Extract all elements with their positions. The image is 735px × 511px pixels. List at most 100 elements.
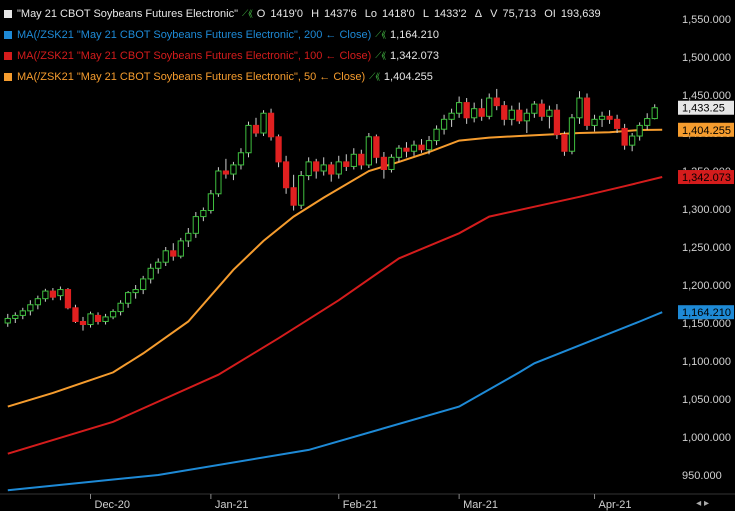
legend-main[interactable]: "May 21 CBOT Soybeans Futures Electronic… — [4, 3, 606, 24]
y-tick-label: 1,200.000 — [682, 280, 731, 292]
candle-body — [508, 109, 515, 120]
candle — [290, 174, 297, 211]
candle — [298, 171, 305, 209]
candle — [448, 108, 455, 127]
open-value: 1419'0 — [270, 7, 304, 20]
ma200-settings-icon[interactable]: ⟋⟪ — [375, 29, 387, 39]
x-tick-label: Jan-21 — [215, 499, 249, 511]
candle — [471, 102, 478, 123]
y-tick-label: 1,100.000 — [682, 356, 731, 368]
candle — [576, 91, 583, 124]
candle — [365, 133, 372, 168]
candle-body — [478, 108, 485, 117]
candle-body — [388, 156, 395, 170]
candle — [252, 117, 260, 137]
candle-body — [606, 115, 613, 120]
high-value: 1437'6 — [324, 7, 357, 20]
candle-body — [433, 128, 440, 142]
scroll-arrows-icon[interactable]: ◂ ▸ — [696, 498, 709, 509]
candle-body — [629, 135, 636, 146]
candle — [162, 247, 169, 266]
legend-ma100-title: MA(/ZSK21 "May 21 CBOT Soybeans Futures … — [17, 49, 372, 62]
ma-line — [7, 311, 663, 492]
candle-body — [350, 153, 357, 167]
candle-body — [275, 136, 282, 163]
candle-body — [222, 170, 230, 175]
candle — [350, 148, 357, 170]
candle — [87, 311, 94, 328]
volume-label: V — [490, 7, 498, 20]
candle-body — [320, 164, 327, 172]
candle-body — [373, 136, 380, 158]
candle — [425, 136, 433, 155]
candle-body — [79, 320, 87, 326]
candle — [215, 167, 222, 197]
candle — [275, 134, 282, 168]
candle — [629, 133, 636, 152]
candle-body — [57, 289, 64, 297]
candle — [501, 101, 508, 126]
candle-body — [523, 112, 530, 122]
candle — [486, 93, 493, 120]
candle — [222, 158, 230, 179]
price-label-box — [678, 100, 734, 115]
candle — [282, 155, 290, 194]
last-value: 1433'2 — [433, 7, 467, 20]
candle-body — [207, 193, 215, 212]
candle — [583, 93, 591, 130]
candle-body — [644, 118, 651, 126]
candle — [568, 114, 576, 155]
candle — [109, 309, 117, 320]
study-settings-icon[interactable]: ⟋⟪ — [241, 8, 253, 18]
candle — [237, 148, 245, 170]
candle — [207, 190, 215, 214]
candle-body — [260, 112, 267, 134]
candle-body — [19, 310, 26, 316]
legend-ma100[interactable]: MA(/ZSK21 "May 21 CBOT Soybeans Futures … — [4, 45, 606, 66]
candle-body — [162, 250, 169, 263]
candle-body — [185, 232, 192, 242]
candle — [433, 125, 440, 146]
x-tick-label: Feb-21 — [343, 499, 378, 511]
candle-body — [471, 108, 478, 119]
candle — [64, 288, 72, 310]
y-tick-label: 950.000 — [682, 470, 722, 482]
candle — [546, 105, 553, 129]
candle — [192, 212, 199, 238]
price-labels: 1,433.25 1,404.255 1,342.073 1,164.210 — [678, 100, 734, 320]
candle — [328, 161, 335, 182]
legend-ma200[interactable]: MA(/ZSK21 "May 21 CBOT Soybeans Futures … — [4, 24, 606, 45]
candle-body — [4, 317, 11, 324]
candle-body — [200, 210, 207, 218]
candle — [358, 149, 365, 170]
candle-body — [561, 134, 568, 152]
legend-ma50-swatch — [4, 72, 12, 81]
candle-body — [252, 124, 260, 134]
candle — [230, 161, 237, 181]
candle-body — [395, 147, 403, 158]
candle-body — [538, 103, 546, 117]
candle — [72, 304, 79, 323]
candle — [531, 101, 538, 118]
candle — [493, 88, 500, 111]
legend-ma50-title: MA(/ZSK21 "May 21 CBOT Soybeans Futures … — [17, 70, 366, 83]
candle-body — [42, 290, 49, 300]
candle — [516, 102, 523, 124]
candle — [12, 312, 19, 323]
ma100-settings-icon[interactable]: ⟋⟪ — [375, 50, 387, 60]
candle-body — [140, 278, 147, 291]
legend-ma50[interactable]: MA(/ZSK21 "May 21 CBOT Soybeans Futures … — [4, 66, 606, 87]
y-tick-label: 1,000.000 — [682, 432, 731, 444]
candle-body — [343, 161, 350, 167]
x-axis: Dec-20 Jan-21 Feb-21 Mar-21 Apr-21 — [0, 493, 735, 511]
candle — [102, 313, 109, 325]
open-label: O — [256, 7, 266, 20]
y-tick-label: 1,300.000 — [682, 204, 731, 216]
candle-body — [583, 97, 591, 126]
candle — [651, 104, 658, 120]
legend-ma200-swatch — [4, 30, 12, 39]
ma50-settings-icon[interactable]: ⟋⟪ — [369, 71, 380, 81]
candle — [245, 121, 252, 158]
